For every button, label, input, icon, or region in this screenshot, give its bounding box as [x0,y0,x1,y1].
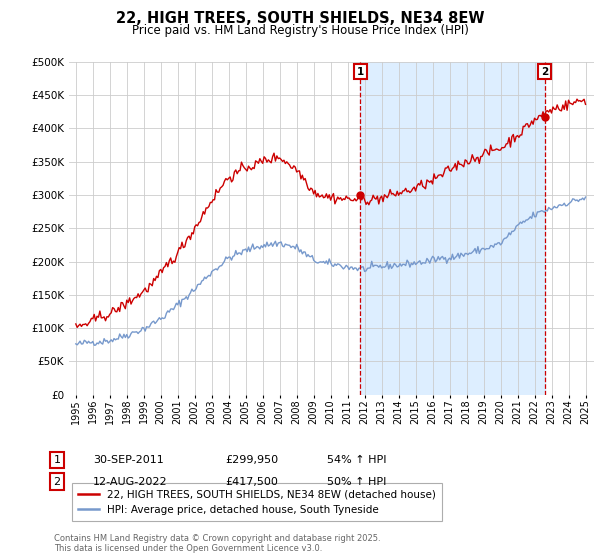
Text: £299,950: £299,950 [225,455,278,465]
Bar [361,62,545,395]
Text: 2: 2 [53,477,61,487]
Text: 1: 1 [357,67,364,77]
Text: 12-AUG-2022: 12-AUG-2022 [93,477,167,487]
Text: 1: 1 [53,455,61,465]
Text: 22, HIGH TREES, SOUTH SHIELDS, NE34 8EW: 22, HIGH TREES, SOUTH SHIELDS, NE34 8EW [116,11,484,26]
Text: Contains HM Land Registry data © Crown copyright and database right 2025.
This d: Contains HM Land Registry data © Crown c… [54,534,380,553]
Text: £417,500: £417,500 [225,477,278,487]
Text: 2: 2 [541,67,548,77]
Legend: 22, HIGH TREES, SOUTH SHIELDS, NE34 8EW (detached house), HPI: Average price, de: 22, HIGH TREES, SOUTH SHIELDS, NE34 8EW … [71,483,442,521]
Text: Price paid vs. HM Land Registry's House Price Index (HPI): Price paid vs. HM Land Registry's House … [131,24,469,37]
Text: 50% ↑ HPI: 50% ↑ HPI [327,477,386,487]
Text: 30-SEP-2011: 30-SEP-2011 [93,455,164,465]
Text: 54% ↑ HPI: 54% ↑ HPI [327,455,386,465]
